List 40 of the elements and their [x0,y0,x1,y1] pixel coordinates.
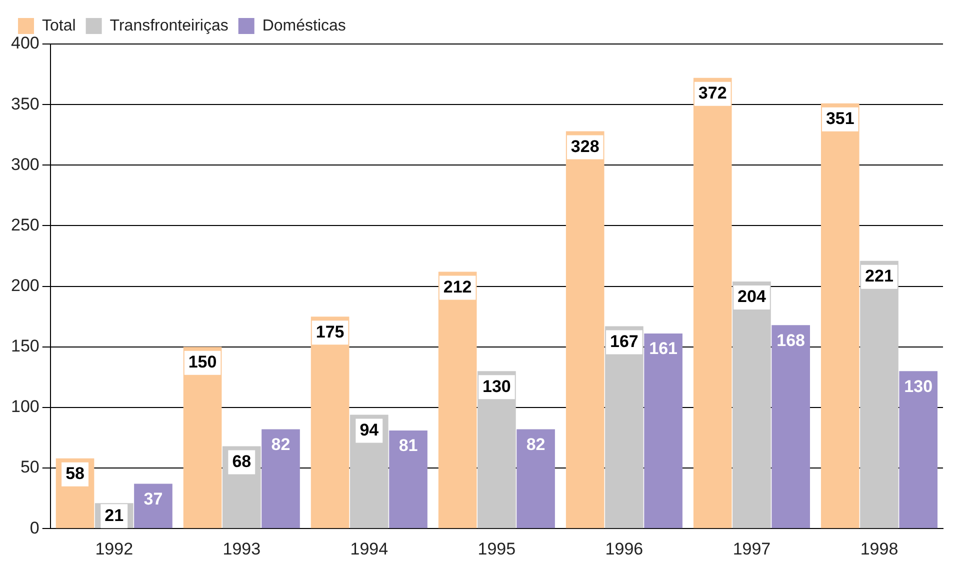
y-tick-label: 50 [20,458,40,477]
x-tick-label: 1993 [222,539,261,558]
data-label: 82 [271,434,290,454]
data-label: 175 [316,322,344,342]
data-label: 81 [398,436,418,456]
x-tick-label: 1996 [605,539,644,558]
data-label: 204 [738,287,766,306]
y-tick-label: 200 [10,276,40,295]
data-label: 328 [570,136,600,156]
data-label: 130 [904,376,933,396]
legend-label: Transfronteiriças [110,17,228,34]
data-label: 372 [698,84,727,103]
data-label: 168 [776,330,806,350]
data-label: 150 [188,352,217,372]
data-label: 161 [649,339,678,358]
y-tick-label: 0 [30,518,40,538]
data-label: 130 [482,376,511,396]
x-tick-label: 1997 [732,539,771,558]
data-label: 37 [144,489,163,508]
x-tick-label: 1995 [478,539,516,558]
x-tick-label: 1992 [95,539,134,558]
y-tick-label: 250 [10,215,40,234]
data-label: 68 [232,452,252,471]
y-tick-label: 400 [10,34,40,53]
legend-label: Total [42,17,76,34]
y-tick-label: 100 [10,397,40,416]
data-label: 221 [865,266,894,286]
y-tick-label: 150 [10,336,40,356]
x-tick-label: 1998 [860,539,898,558]
data-label: 212 [443,277,472,296]
data-label: 167 [610,332,638,351]
legend-label: Domésticas [262,17,346,34]
data-label: 58 [66,464,84,484]
data-label: 351 [826,109,854,128]
y-tick-label: 350 [10,94,40,114]
x-tick-label: 1994 [350,539,388,558]
y-tick-label: 300 [10,154,40,174]
data-label: 94 [360,420,380,440]
data-label: 82 [526,434,546,454]
data-label: 21 [104,506,124,525]
